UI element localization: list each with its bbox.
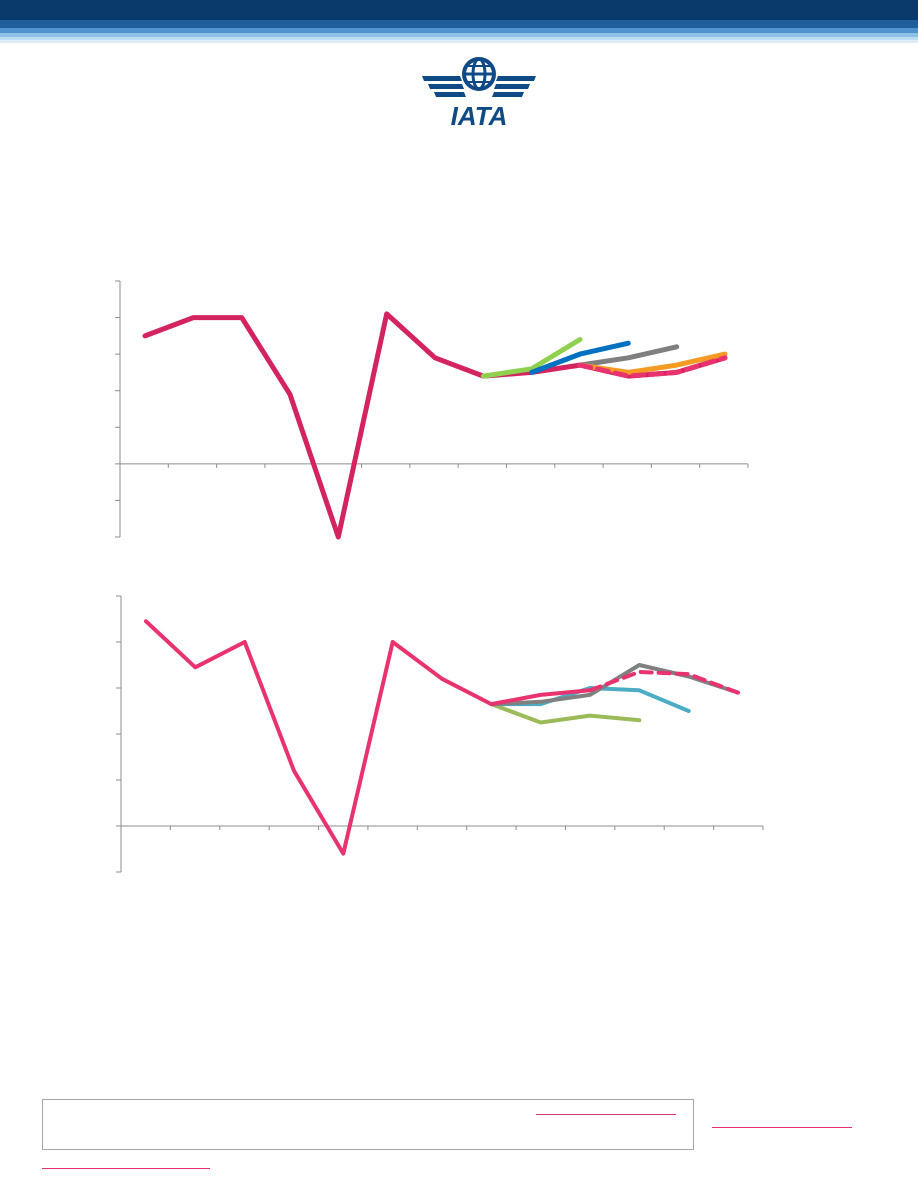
footer-box (42, 1099, 694, 1150)
banner-stripe (0, 20, 918, 28)
chart-1-plot (115, 280, 749, 540)
chart-1-series-line (480, 337, 583, 379)
banner-stripe (0, 33, 918, 37)
chart-1-series-line (577, 344, 680, 368)
chart-1-series-line (577, 355, 728, 379)
chart-1-series-line (529, 340, 631, 375)
chart-2-series-line (489, 686, 691, 713)
chart-2-series-line (144, 619, 494, 856)
chart-2-series-line (489, 688, 592, 707)
chart-1-series-line (577, 351, 728, 375)
header-banner (0, 0, 918, 48)
banner-stripe (0, 28, 918, 33)
chart-2-series-line (489, 663, 740, 707)
banner-stripe (0, 37, 918, 40)
footer-link-1[interactable] (536, 1114, 676, 1115)
chart-2-series-line (489, 702, 642, 725)
logo-text: IATA (451, 101, 508, 128)
banner-stripe (0, 40, 918, 43)
logo-wing-left (422, 76, 466, 97)
footer-link-2[interactable] (712, 1127, 852, 1128)
chart-2-series-line (588, 669, 740, 695)
chart-1-series-line (142, 311, 728, 540)
banner-stripe (0, 0, 918, 20)
footer-link-3[interactable] (42, 1168, 210, 1169)
chart-2-plot (116, 595, 764, 873)
logo-wing-right (492, 76, 536, 97)
iata-logo: IATA (422, 57, 536, 128)
